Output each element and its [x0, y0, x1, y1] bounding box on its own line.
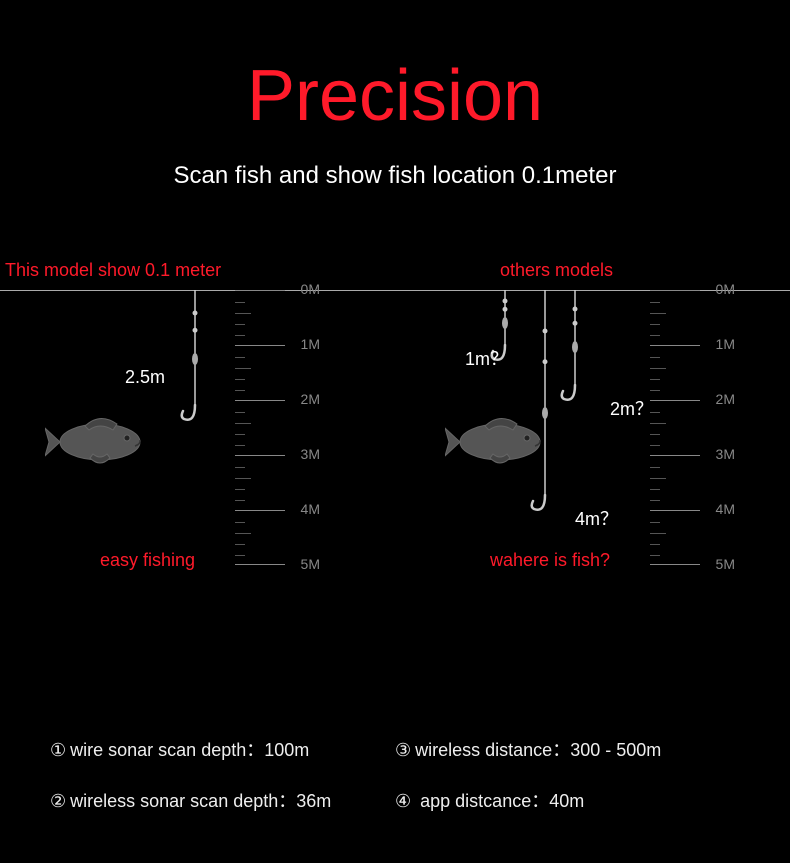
ruler-tick-label: 3M [716, 446, 735, 462]
right-header: others models [500, 260, 613, 281]
caption-right: wahere is fish? [490, 550, 610, 571]
spec-text: wireless distance：300 - 500m [415, 740, 661, 760]
depth-label-right-2: 2m？ [610, 395, 653, 421]
spec-text: wireless sonar scan depth：36m [70, 791, 331, 811]
ruler-tick-label: 4M [716, 501, 735, 517]
ruler-tick-label: 0M [301, 281, 320, 297]
ruler-tick-label: 5M [301, 556, 320, 572]
ruler-tick-label: 1M [716, 336, 735, 352]
specs-list: ①wire sonar scan depth：100m③wireless dis… [0, 736, 790, 813]
depth-label-left: 2.5m [125, 367, 165, 388]
depth-label-right-3: 4m？ [575, 505, 618, 531]
left-header: This model show 0.1 meter [5, 260, 221, 281]
comparison-diagram: This model show 0.1 meter others models … [0, 260, 790, 620]
spec-item: ①wire sonar scan depth：100m [50, 736, 395, 762]
ruler-tick-label: 4M [301, 501, 320, 517]
spec-number-icon: ② [50, 791, 66, 812]
caption-left: easy fishing [100, 550, 195, 571]
depth-ruler-left: 0M1M2M3M4M5M [235, 290, 285, 565]
ruler-tick-label: 0M [716, 281, 735, 297]
spec-number-icon: ③ [395, 740, 411, 761]
depth-ruler-right: 0M1M2M3M4M5M [650, 290, 700, 565]
depth-label-right-1: 1m？ [465, 345, 508, 371]
spec-item: ④ app distcance：40m [395, 787, 740, 813]
fish-icon-left [45, 410, 155, 475]
ruler-tick-label: 3M [301, 446, 320, 462]
spec-number-icon: ④ [395, 791, 411, 812]
spec-item: ②wireless sonar scan depth：36m [50, 787, 395, 813]
fish-icon-right [445, 410, 555, 475]
subtitle: Scan fish and show fish location 0.1mete… [0, 162, 790, 190]
spec-text: wire sonar scan depth：100m [70, 740, 309, 760]
spec-text: app distcance：40m [415, 791, 584, 811]
ruler-tick-label: 5M [716, 556, 735, 572]
spec-item: ③wireless distance：300 - 500m [395, 736, 740, 762]
ruler-tick-label: 2M [716, 391, 735, 407]
main-title: Precision [0, 0, 790, 137]
ruler-tick-label: 1M [301, 336, 320, 352]
ruler-tick-label: 2M [301, 391, 320, 407]
spec-number-icon: ① [50, 740, 66, 761]
